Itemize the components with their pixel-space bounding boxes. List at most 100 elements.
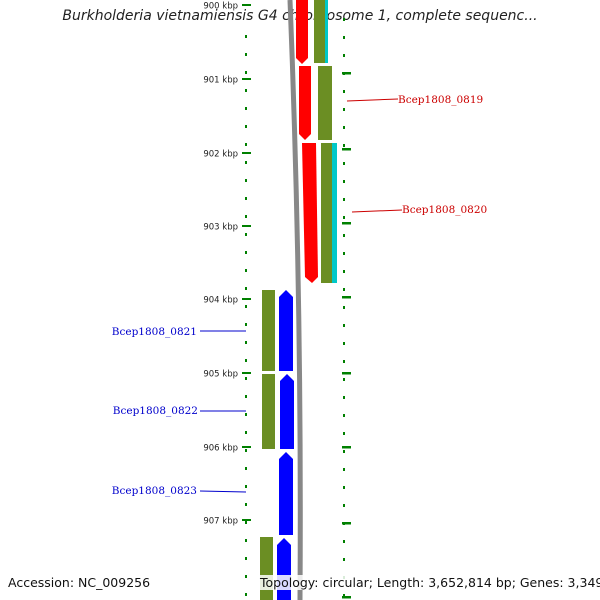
forward-gene-arrow: [302, 143, 318, 283]
ruler-dash: [343, 216, 345, 219]
ruler-dash: [245, 161, 247, 164]
ruler-dash: [245, 89, 247, 92]
ruler-dash: [245, 287, 247, 290]
ruler-dash: [245, 539, 247, 542]
reverse-gene-arrow: [280, 374, 294, 449]
cds-bar: [260, 537, 273, 600]
gene-leader-line: [351, 209, 403, 213]
ruler-dash: [343, 144, 345, 147]
ruler-dash: [245, 197, 247, 200]
ruler-dash: [343, 126, 345, 129]
ruler-dash: [343, 486, 345, 489]
ruler-dash: [343, 342, 345, 345]
ruler-dash: [343, 252, 345, 255]
ruler-dash: [343, 450, 345, 453]
ruler-dash: [343, 468, 345, 471]
topology-text: Topology: circular; Length: 3,652,814 bp…: [260, 575, 600, 590]
ruler-tick-label: 900 kbp: [203, 2, 238, 12]
gene-label[interactable]: Bcep1808_0821: [112, 326, 197, 338]
gene-label[interactable]: Bcep1808_0820: [402, 204, 487, 216]
ruler-dash: [245, 593, 247, 596]
reverse-gene-arrow: [279, 452, 293, 535]
ruler-dash: [245, 395, 247, 398]
cds-bar: [321, 143, 332, 283]
ruler-dash: [343, 18, 345, 21]
ruler-dash: [245, 215, 247, 218]
ruler-tick-label: 903 kbp: [203, 223, 238, 233]
gene-leader-line: [199, 490, 247, 493]
ruler-tick: [342, 72, 351, 75]
ruler-tick: [342, 222, 351, 225]
ruler-dash: [245, 251, 247, 254]
ruler-tick: [342, 446, 351, 449]
ruler-dash: [343, 198, 345, 201]
reverse-gene-arrow: [279, 290, 293, 371]
ruler-dash: [343, 270, 345, 273]
gene-label[interactable]: Bcep1808_0819: [398, 94, 483, 106]
ruler-dash: [245, 107, 247, 110]
ruler-dash: [245, 179, 247, 182]
cds-bar: [318, 66, 332, 140]
ruler-dash: [343, 162, 345, 165]
ruler-dash: [343, 558, 345, 561]
ruler-tick: [342, 522, 351, 525]
ruler-dash: [245, 521, 247, 524]
ruler-dash: [245, 359, 247, 362]
ruler-dash: [245, 323, 247, 326]
ruler-dash: [245, 575, 247, 578]
ruler-tick: [342, 596, 351, 599]
ruler-dash: [343, 360, 345, 363]
genome-backbone: [287, 0, 303, 600]
ruler-dash: [343, 378, 345, 381]
ruler-dash: [245, 413, 247, 416]
ruler-dash: [343, 180, 345, 183]
gene-label[interactable]: Bcep1808_0822: [113, 405, 198, 417]
reverse-gene-arrow: [277, 538, 291, 600]
ruler-tick-label: 902 kbp: [203, 150, 238, 160]
ruler-tick-label: 905 kbp: [203, 370, 238, 380]
cds-bar: [262, 374, 275, 449]
ruler-dash: [343, 36, 345, 39]
gene-leader-line: [346, 98, 399, 102]
ruler-dash: [343, 414, 345, 417]
ruler-dash: [245, 503, 247, 506]
cds-bar: [314, 0, 325, 63]
ruler-tick-label: 904 kbp: [203, 296, 238, 306]
ruler-dash: [245, 341, 247, 344]
ruler-dash: [245, 377, 247, 380]
ruler-dash: [343, 108, 345, 111]
ruler-dash: [245, 35, 247, 38]
ruler-tick: [342, 372, 351, 375]
ruler-dashes-right: [343, 18, 345, 597]
ruler-dash: [245, 71, 247, 74]
ruler-dash: [245, 557, 247, 560]
ruler-dash: [343, 234, 345, 237]
ruler-tick-label: 901 kbp: [203, 76, 238, 86]
forward-gene-arrow: [296, 0, 308, 64]
ruler-dash: [343, 90, 345, 93]
accession-text: Accession: NC_009256: [8, 575, 151, 590]
ruler-dash: [245, 53, 247, 56]
ruler-tick-label: 907 kbp: [203, 517, 238, 527]
ruler-dash: [343, 324, 345, 327]
ruler-tick: [342, 148, 351, 151]
ruler-dash: [245, 233, 247, 236]
ruler-dash: [245, 269, 247, 272]
gene-label[interactable]: Bcep1808_0823: [112, 485, 197, 497]
ruler-dash: [245, 449, 247, 452]
ruler-dash: [343, 396, 345, 399]
ruler-tick: [342, 296, 351, 299]
cds-bar: [262, 290, 275, 371]
ruler-dash: [343, 504, 345, 507]
ruler-ticks: 900 kbp 901 kbp 902 kbp 903 kbp 904 kbp 905 k…: [203, 2, 251, 527]
forward-gene-arrow: [299, 66, 311, 140]
ruler-dash: [245, 125, 247, 128]
ruler-dashes-left: [245, 35, 247, 596]
ruler-dash: [245, 431, 247, 434]
ruler-dash: [343, 306, 345, 309]
ruler-dash: [343, 288, 345, 291]
ruler-tick-label: 906 kbp: [203, 444, 238, 454]
ruler-dash: [245, 485, 247, 488]
ruler-dash: [343, 54, 345, 57]
